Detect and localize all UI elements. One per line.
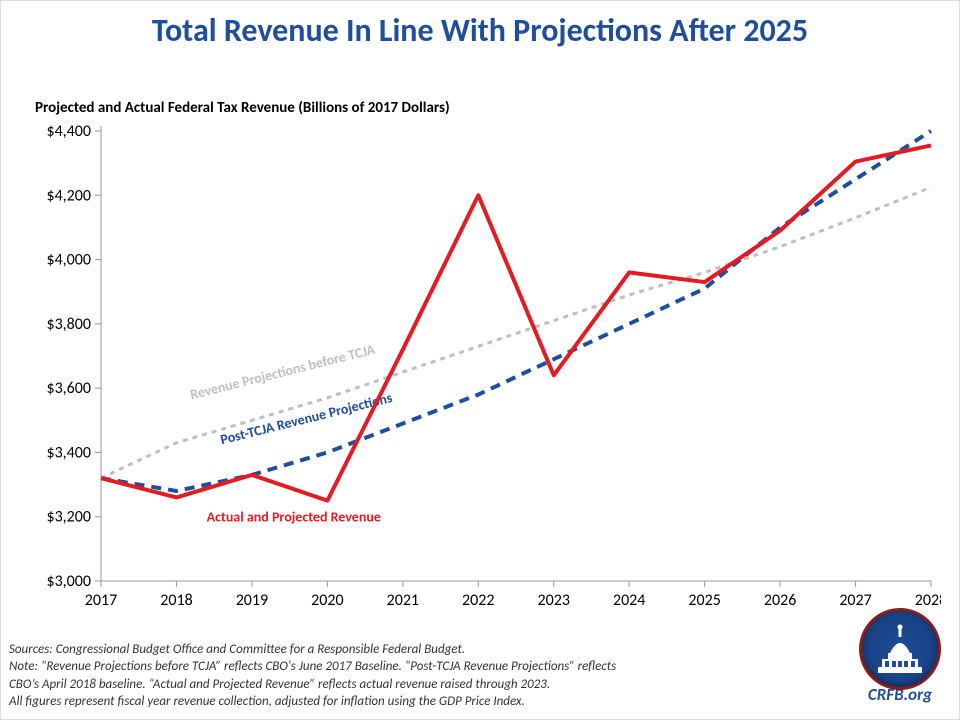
chart-container: Total Revenue In Line With Projections A… — [0, 0, 960, 720]
chart-area: $3,000 $3,200 $3,400 $3,600 $3,800 $4,000 $4,2… — [21, 81, 941, 621]
svg-text:2025: 2025 — [688, 591, 720, 610]
source-line-3: CBO’s April 2018 baseline. “Actual and P… — [9, 676, 616, 694]
series-label: Actual and Projected Revenue — [207, 509, 381, 526]
svg-text:$3,800: $3,800 — [46, 315, 91, 334]
svg-text:2021: 2021 — [387, 591, 419, 610]
svg-text:$3,600: $3,600 — [46, 379, 91, 398]
svg-text:2023: 2023 — [538, 591, 570, 610]
capitol-icon — [862, 611, 938, 687]
svg-text:$4,200: $4,200 — [46, 186, 91, 205]
svg-text:$3,000: $3,000 — [46, 572, 91, 591]
svg-text:2019: 2019 — [236, 591, 268, 610]
source-line-4: All figures represent fiscal year revenu… — [9, 693, 616, 711]
source-line-1: Sources: Congressional Budget Office and… — [9, 641, 616, 659]
svg-text:2024: 2024 — [613, 591, 645, 610]
svg-text:$4,000: $4,000 — [46, 251, 91, 270]
source-line-2: Note: “Revenue Projections before TCJA” … — [9, 658, 616, 676]
crfb-logo: CRFB.org — [855, 608, 945, 705]
series-label: Revenue Projections before TCJA — [188, 341, 377, 404]
svg-text:2017: 2017 — [85, 591, 117, 610]
svg-text:2026: 2026 — [764, 591, 796, 610]
svg-text:2018: 2018 — [160, 591, 192, 610]
chart-svg: $3,000 $3,200 $3,400 $3,600 $3,800 $4,000 $4,2… — [21, 81, 941, 621]
svg-text:$4,400: $4,400 — [46, 122, 91, 141]
svg-text:2020: 2020 — [311, 591, 343, 610]
chart-sources: Sources: Congressional Budget Office and… — [9, 641, 616, 711]
svg-text:2022: 2022 — [462, 591, 494, 610]
chart-title: Total Revenue In Line With Projections A… — [1, 11, 959, 50]
svg-text:$3,200: $3,200 — [46, 508, 91, 527]
svg-text:$3,400: $3,400 — [46, 443, 91, 462]
crfb-logo-circle — [859, 608, 941, 690]
